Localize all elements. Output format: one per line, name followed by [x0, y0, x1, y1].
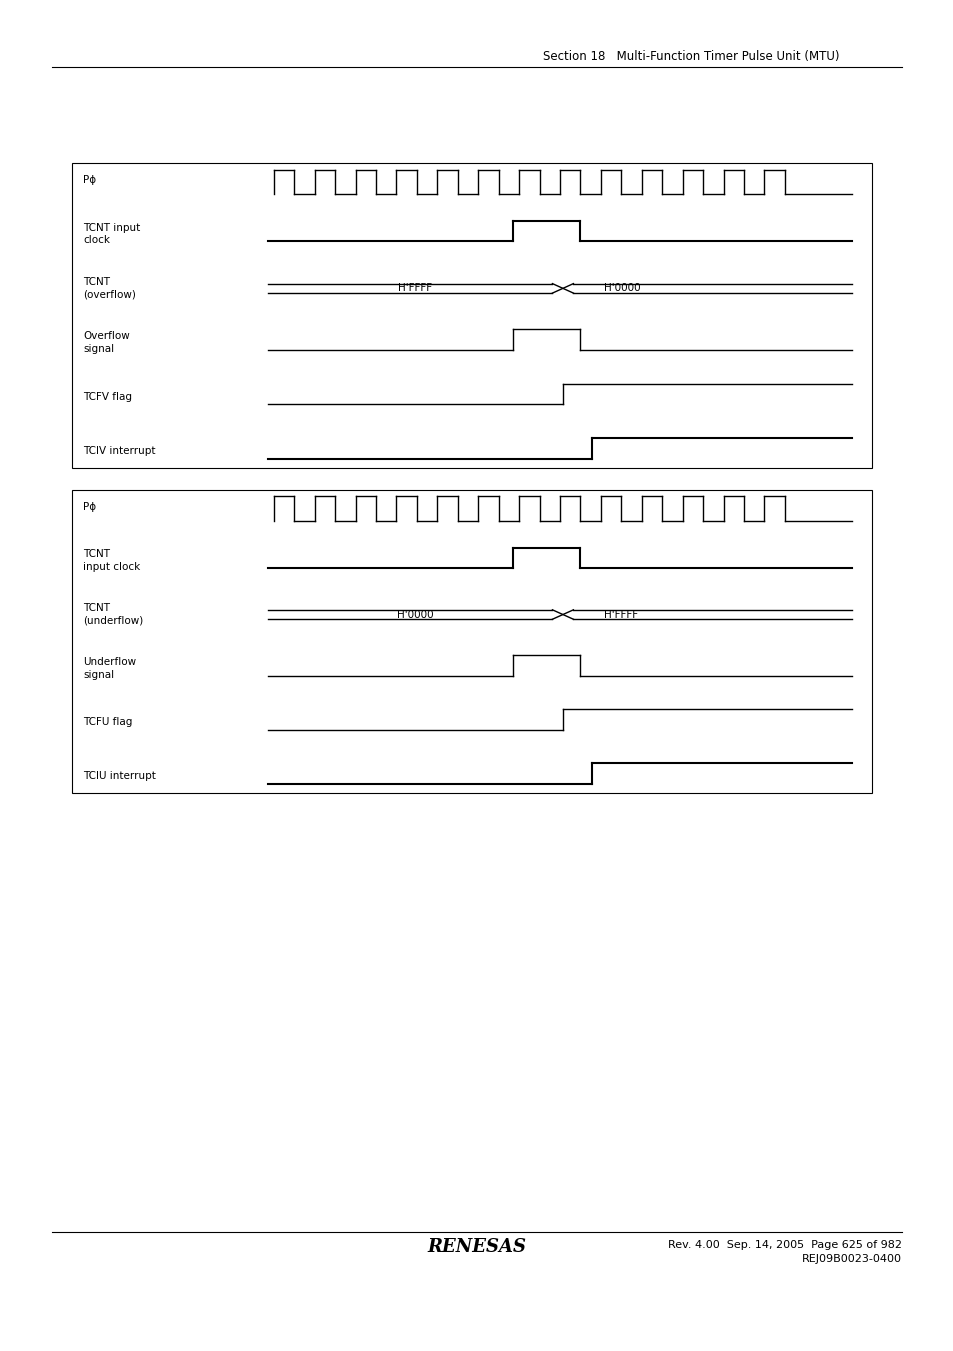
Text: H'FFFF: H'FFFF [603, 609, 638, 620]
Text: TCFU flag: TCFU flag [83, 717, 132, 727]
Text: Overflow
signal: Overflow signal [83, 331, 130, 354]
Text: REJ09B0023-0400: REJ09B0023-0400 [801, 1254, 901, 1263]
Text: H'FFFF: H'FFFF [398, 284, 432, 293]
Text: H'0000: H'0000 [396, 609, 434, 620]
Text: Rev. 4.00  Sep. 14, 2005  Page 625 of 982: Rev. 4.00 Sep. 14, 2005 Page 625 of 982 [667, 1240, 901, 1250]
Text: TCNT
(underflow): TCNT (underflow) [83, 604, 144, 626]
Text: TCNT
input clock: TCNT input clock [83, 550, 140, 571]
Text: TCFV flag: TCFV flag [83, 392, 132, 403]
Text: TCNT input
clock: TCNT input clock [83, 223, 140, 246]
Text: TCIU interrupt: TCIU interrupt [83, 771, 156, 781]
Text: TCNT
(overflow): TCNT (overflow) [83, 277, 136, 300]
Text: Pϕ: Pϕ [83, 174, 96, 185]
Text: Underflow
signal: Underflow signal [83, 658, 136, 680]
Text: Section 18   Multi-Function Timer Pulse Unit (MTU): Section 18 Multi-Function Timer Pulse Un… [542, 50, 839, 63]
Text: Pϕ: Pϕ [83, 501, 96, 512]
Text: RENESAS: RENESAS [427, 1238, 526, 1256]
Text: H'0000: H'0000 [603, 284, 639, 293]
Text: TCIV interrupt: TCIV interrupt [83, 446, 155, 457]
